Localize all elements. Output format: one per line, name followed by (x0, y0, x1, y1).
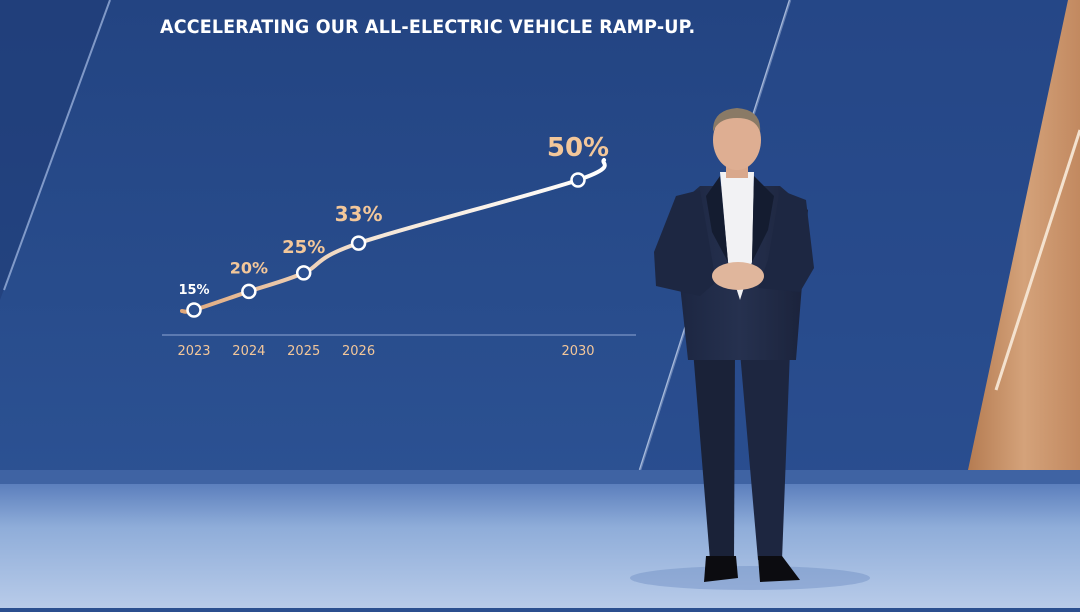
x-tick-2024: 2024 (232, 344, 265, 359)
ev-ramp-chart: 15% 20% 25% 33% 50% 2023 2024 2025 2026 2030 (162, 133, 636, 359)
data-point-2024 (241, 283, 257, 300)
data-point-2025 (295, 265, 312, 281)
accent-line-left (3, 0, 111, 291)
data-point-2030 (570, 172, 586, 188)
x-tick-2023: 2023 (177, 344, 210, 359)
presenter-shadow (630, 566, 870, 590)
presenter-left-leg (693, 350, 735, 560)
data-label-2023: 15% (178, 283, 209, 298)
presenter-left-shoe (704, 556, 738, 582)
x-tick-2030: 2030 (561, 344, 594, 359)
data-point-2023 (186, 302, 202, 318)
presenter-left-arm (654, 190, 716, 296)
x-tick-2025: 2025 (287, 344, 320, 359)
stage-floor (0, 484, 1080, 608)
presenter-lapel-right (752, 176, 774, 262)
presenter-right-leg (740, 350, 790, 560)
presenter-head (713, 110, 761, 170)
data-label-2030: 50% (547, 133, 609, 163)
presenter-lapel-left (706, 176, 728, 262)
presenter-hands (712, 262, 764, 290)
presenter-hair (712, 108, 761, 132)
data-label-2025: 25% (282, 237, 325, 258)
x-tick-2026: 2026 (342, 344, 375, 359)
data-label-2024: 20% (230, 258, 268, 277)
presenter-right-shoe (758, 556, 800, 582)
slide-title: ACCELERATING OUR ALL-ELECTRIC VEHICLE RA… (160, 16, 696, 38)
data-label-2026: 33% (335, 202, 383, 226)
presenter-right-arm (758, 190, 814, 292)
wood-panel-highlight (994, 129, 1080, 391)
presenter (654, 108, 814, 582)
wood-panel (968, 0, 1080, 470)
screen-edge (0, 470, 1080, 484)
data-point-2026 (350, 235, 367, 251)
